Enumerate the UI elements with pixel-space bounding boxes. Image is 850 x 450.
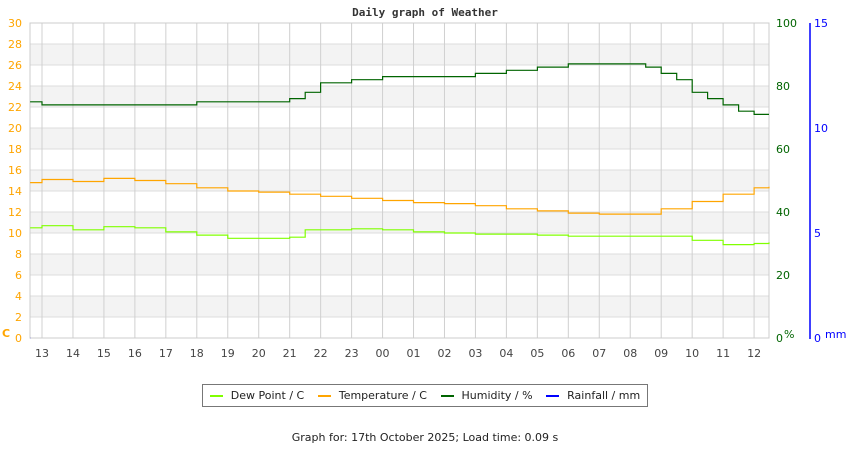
x-tick-label: 02 (437, 347, 451, 360)
x-tick-label: 15 (97, 347, 111, 360)
legend-label: Dew Point / C (230, 389, 305, 402)
y-tick-label-left: 28 (8, 38, 22, 51)
y-tick-label-right: 0 (776, 332, 783, 345)
x-tick-label: 14 (66, 347, 80, 360)
temperature-line (30, 177, 770, 215)
x-tick-label: 20 (252, 347, 266, 360)
x-tick-label: 05 (530, 347, 544, 360)
grid-band (30, 254, 769, 275)
y-tick-label-left: 14 (8, 185, 22, 198)
dew-point-line (30, 225, 770, 246)
y-tick-label-rain: 15 (814, 17, 828, 30)
grid-band (30, 212, 769, 233)
x-tick-label: 18 (190, 347, 204, 360)
y-tick-label-right: 40 (776, 206, 790, 219)
humidity-line (30, 63, 769, 115)
right-axis-label: % (784, 328, 794, 341)
legend-swatch (440, 394, 454, 397)
grid-band (30, 170, 769, 191)
y-tick-label-left: 10 (8, 227, 22, 240)
grid-band (30, 296, 769, 317)
y-tick-label-left: 24 (8, 80, 22, 93)
y-tick-label-right: 100 (776, 17, 797, 30)
x-tick-label: 11 (716, 347, 730, 360)
legend: Dew Point / C Temperature / C Humidity /… (202, 384, 648, 407)
y-tick-label-left: 0 (15, 332, 22, 345)
y-tick-label-right: 60 (776, 143, 790, 156)
x-tick-label: 10 (685, 347, 699, 360)
grid-band (30, 86, 769, 107)
y-tick-label-rain: 5 (814, 227, 821, 240)
y-tick-label-left: 8 (15, 248, 22, 261)
legend-swatch (317, 394, 331, 397)
y-tick-label-left: 30 (8, 17, 22, 30)
y-tick-label-left: 26 (8, 59, 22, 72)
x-tick-label: 21 (283, 347, 297, 360)
footer-text: Graph for: 17th October 2025; Load time:… (291, 431, 559, 444)
y-tick-label-rain: 10 (814, 122, 828, 135)
x-tick-label: 00 (376, 347, 390, 360)
left-axis-label: C (2, 327, 10, 340)
chart-title: Daily graph of Weather (352, 6, 498, 19)
x-tick-label: 07 (592, 347, 606, 360)
y-tick-label-right: 20 (776, 269, 790, 282)
x-tick-label: 17 (159, 347, 173, 360)
y-tick-label-rain: 0 (814, 332, 821, 345)
y-tick-label-left: 6 (15, 269, 22, 282)
legend-item-rainfall: Rainfall / mm (546, 389, 640, 402)
x-tick-label: 08 (623, 347, 637, 360)
x-tick-label: 16 (128, 347, 142, 360)
grid-band (30, 128, 769, 149)
x-tick-label: 22 (314, 347, 328, 360)
legend-item-humidity: Humidity / % (440, 389, 533, 402)
x-tick-label: 04 (499, 347, 513, 360)
x-tick-label: 03 (468, 347, 482, 360)
legend-label: Temperature / C (338, 389, 427, 402)
x-tick-label: 13 (35, 347, 49, 360)
y-tick-label-left: 22 (8, 101, 22, 114)
legend-label: Rainfall / mm (567, 389, 641, 402)
y-tick-label-left: 16 (8, 164, 22, 177)
x-tick-label: 09 (654, 347, 668, 360)
rain-axis-label: mm (825, 328, 846, 341)
y-tick-label-right: 80 (776, 80, 790, 93)
y-tick-label-left: 4 (15, 290, 22, 303)
y-tick-label-left: 20 (8, 122, 22, 135)
x-tick-label: 12 (747, 347, 761, 360)
x-tick-label: 06 (561, 347, 575, 360)
x-tick-label: 01 (407, 347, 421, 360)
y-tick-label-left: 18 (8, 143, 22, 156)
x-tick-label: 19 (221, 347, 235, 360)
grid-band (30, 44, 769, 65)
legend-label: Humidity / % (461, 389, 533, 402)
y-tick-label-left: 2 (15, 311, 22, 324)
y-tick-label-left: 12 (8, 206, 22, 219)
legend-item-dew-point: Dew Point / C (209, 389, 305, 402)
legend-item-temperature: Temperature / C (317, 389, 427, 402)
x-tick-label: 23 (345, 347, 359, 360)
legend-swatch (209, 394, 223, 397)
legend-swatch (546, 394, 560, 397)
